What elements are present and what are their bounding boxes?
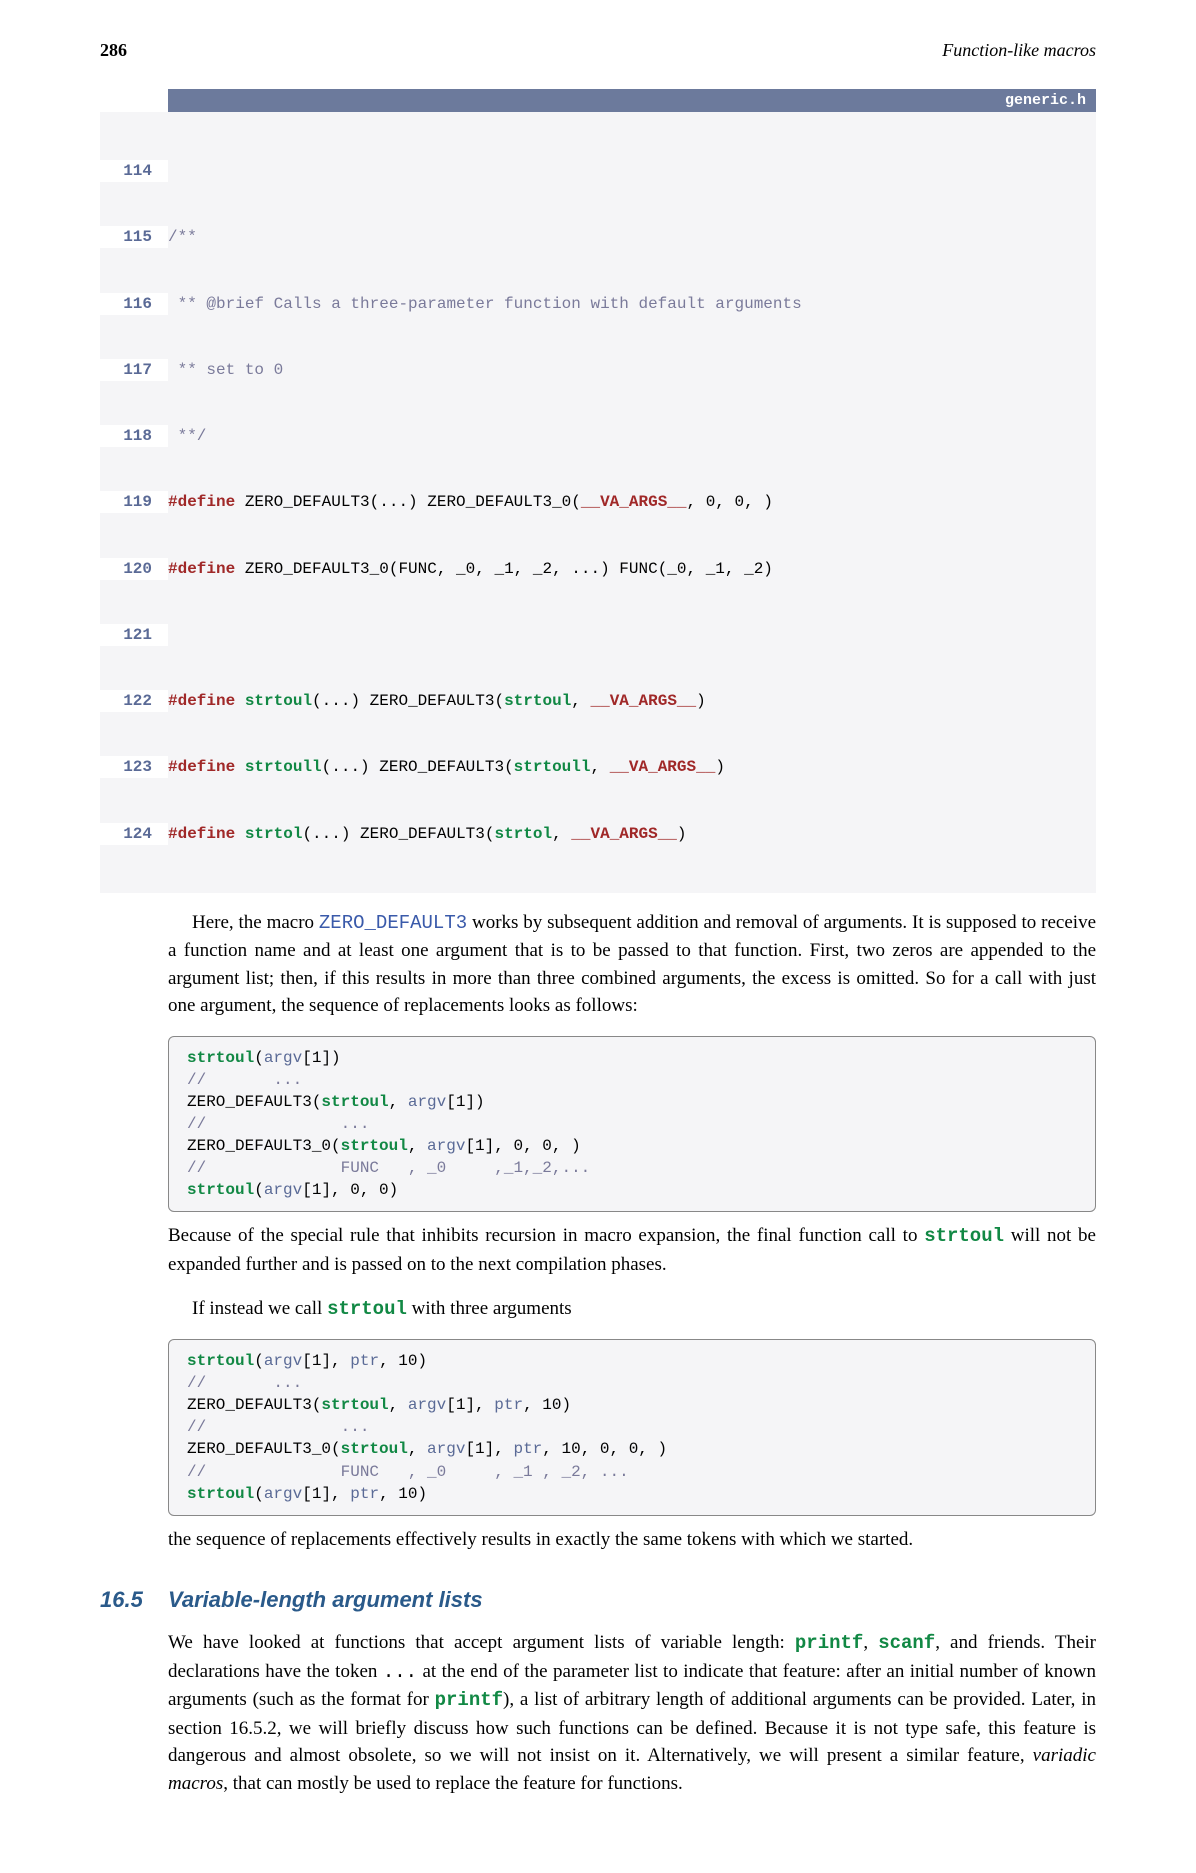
inline-printf-2: printf xyxy=(435,1689,503,1711)
para3b: with three arguments xyxy=(407,1298,572,1319)
inline-strtoul-1: strtoul xyxy=(924,1225,1004,1247)
paragraph-1: Here, the macro ZERO_DEFAULT3 works by s… xyxy=(168,909,1096,1020)
para2a: Because of the special rule that inhibit… xyxy=(168,1225,924,1246)
paragraph-5: We have looked at functions that accept … xyxy=(168,1629,1096,1797)
page: 286 Function-like macros generic.h 114 1… xyxy=(0,0,1196,1873)
section-number: 16.5 xyxy=(100,1587,168,1613)
code-listing-1: 114 115/** 116 ** @brief Calls a three-p… xyxy=(100,112,1096,893)
inline-printf: printf xyxy=(795,1632,863,1654)
code-file-header: generic.h xyxy=(168,89,1096,112)
macro-link: ZERO_DEFAULT3 xyxy=(319,912,467,934)
para3a: If instead we call xyxy=(192,1298,327,1319)
section-title: Variable-length argument lists xyxy=(168,1587,483,1613)
section-heading: 16.5 Variable-length argument lists xyxy=(100,1587,1096,1613)
paragraph-2: Because of the special rule that inhibit… xyxy=(168,1222,1096,1278)
page-number: 286 xyxy=(100,40,127,61)
code-listing-2: strtoul(argv[1]) // ... ZERO_DEFAULT3(st… xyxy=(168,1036,1096,1213)
chapter-title: Function-like macros xyxy=(942,40,1096,61)
inline-strtoul-2: strtoul xyxy=(327,1298,407,1320)
paragraph-3: If instead we call strtoul with three ar… xyxy=(168,1295,1096,1324)
page-header: 286 Function-like macros xyxy=(100,40,1096,61)
para5a: We have looked at functions that accept … xyxy=(168,1632,795,1653)
paragraph-4: the sequence of replacements effectively… xyxy=(168,1526,1096,1554)
inline-ellipsis: ... xyxy=(383,1661,417,1683)
para5e: , that can mostly be used to replace the… xyxy=(223,1773,683,1794)
code-listing-3: strtoul(argv[1], ptr, 10) // ... ZERO_DE… xyxy=(168,1339,1096,1516)
inline-scanf: scanf xyxy=(878,1632,935,1654)
